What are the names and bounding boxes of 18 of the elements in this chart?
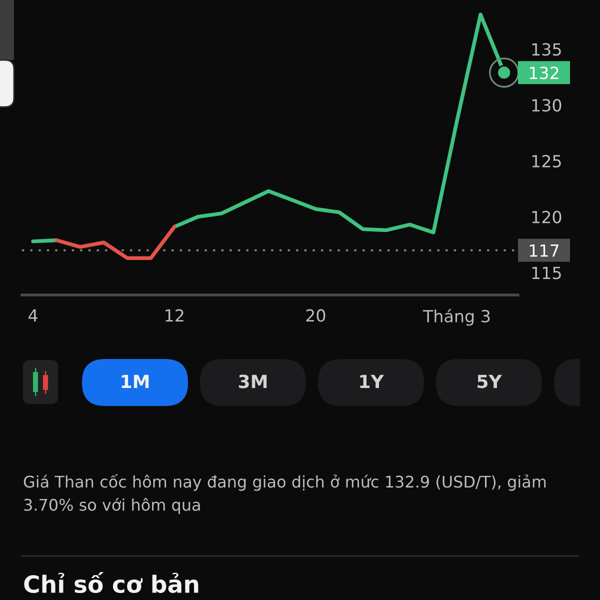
text: 132 [530,66,558,80]
line-series [54,224,176,260]
y-tick-label: 115 [532,266,561,280]
y-tick-label: 130 [532,99,562,112]
category-label: 1M [122,374,149,388]
category-label: 3M [238,374,267,388]
text: Giá Than cốc hôm nay đang giao dịch ở mức 132.9 (USD/T), giảm 3.70% so với hôm qua [24,474,546,514]
category-label: 5Y [478,374,502,388]
x-tick-label: 4 [28,309,38,322]
x-tick-label: 12 [166,309,184,322]
ref-line-label: 117 [530,244,558,257]
category-label: 1Y [360,374,384,388]
x-tick-label: 20 [306,309,326,322]
y-tick-label: 125 [532,154,561,168]
x-tick-label: Tháng 3 [422,308,490,326]
text: Chỉ số cơ bản [24,572,198,594]
y-tick-label: 120 [532,210,562,224]
y-tick-label: 135 [532,43,561,56]
